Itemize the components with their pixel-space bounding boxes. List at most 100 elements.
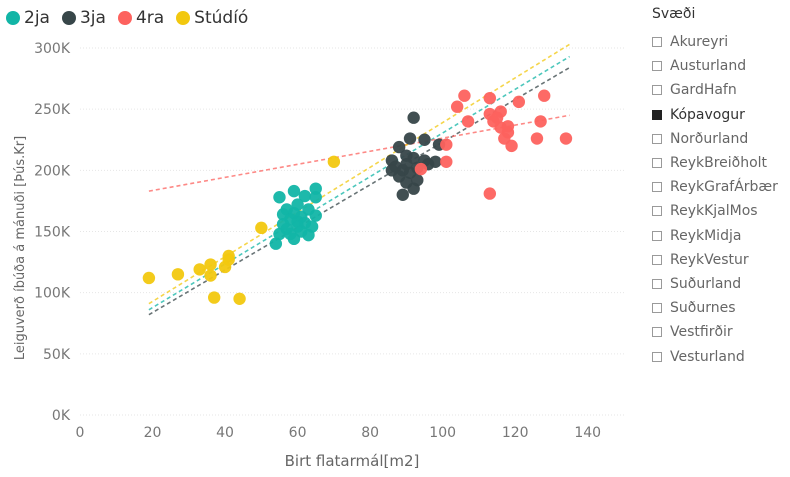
checkbox[interactable] xyxy=(652,352,662,362)
point-studio[interactable] xyxy=(328,156,340,168)
y-tick-label: 150K xyxy=(34,225,71,241)
grid-lines xyxy=(80,48,624,415)
y-axis-ticks: 0K50K100K150K200K250K300K xyxy=(34,41,71,424)
point-4ra[interactable] xyxy=(538,90,550,102)
slicer-list: Akureyri Austurland GardHafn Kópavogur Norðu… xyxy=(652,30,788,369)
point-4ra[interactable] xyxy=(484,187,496,199)
point-studio[interactable] xyxy=(193,263,205,275)
point-2ja[interactable] xyxy=(277,218,289,230)
point-studio[interactable] xyxy=(172,268,184,280)
checkbox[interactable] xyxy=(652,206,662,216)
slicer-item[interactable]: ReykBreiðholt xyxy=(652,151,788,175)
point-3ja[interactable] xyxy=(397,189,409,201)
legend-marker xyxy=(118,11,132,25)
point-4ra[interactable] xyxy=(502,120,514,132)
slicer-item[interactable]: Norðurland xyxy=(652,127,788,151)
x-tick-label: 80 xyxy=(361,425,379,441)
slicer-item[interactable]: Suðurnes xyxy=(652,296,788,320)
y-tick-label: 0K xyxy=(52,408,71,424)
slicer-item[interactable]: ReykVestur xyxy=(652,248,788,272)
point-4ra[interactable] xyxy=(491,112,503,124)
checkbox[interactable] xyxy=(652,327,662,337)
slicer-item-label: Norðurland xyxy=(670,131,748,147)
y-tick-label: 50K xyxy=(43,347,71,363)
checkbox[interactable] xyxy=(652,182,662,192)
chart-legend: 2ja 3ja 4ra Stúdíó xyxy=(6,8,248,28)
point-studio[interactable] xyxy=(255,222,267,234)
checkbox[interactable] xyxy=(652,255,662,265)
slicer-item[interactable]: Austurland xyxy=(652,54,788,78)
slicer-item[interactable]: Vesturland xyxy=(652,344,788,368)
slicer-item[interactable]: Akureyri xyxy=(652,30,788,54)
x-tick-label: 0 xyxy=(76,425,85,441)
slicer-item[interactable]: Suðurland xyxy=(652,272,788,296)
slicer-title: Svæði xyxy=(652,6,788,22)
x-axis-ticks: 0 20 40 60 80 100 120 140 xyxy=(76,425,602,441)
point-studio[interactable] xyxy=(204,269,216,281)
point-4ra[interactable] xyxy=(440,156,452,168)
point-4ra[interactable] xyxy=(462,115,474,127)
checkbox[interactable] xyxy=(652,279,662,289)
point-4ra[interactable] xyxy=(484,92,496,104)
legend-item-4ra[interactable]: 4ra xyxy=(118,8,164,28)
checkbox[interactable] xyxy=(652,85,662,95)
x-tick-label: 60 xyxy=(289,425,307,441)
checkbox[interactable] xyxy=(652,37,662,47)
legend-label: Stúdíó xyxy=(194,8,248,28)
point-3ja[interactable] xyxy=(407,182,419,194)
point-4ra[interactable] xyxy=(531,132,543,144)
point-3ja[interactable] xyxy=(407,112,419,124)
checkbox[interactable] xyxy=(652,231,662,241)
point-studio[interactable] xyxy=(204,258,216,270)
slicer-item[interactable]: Vestfirðir xyxy=(652,320,788,344)
point-studio[interactable] xyxy=(208,291,220,303)
point-studio[interactable] xyxy=(143,272,155,284)
point-studio[interactable] xyxy=(222,253,234,265)
slicer-item-label: Suðurnes xyxy=(670,300,736,316)
slicer-item-label: ReykGrafÁrbær xyxy=(670,179,778,195)
point-4ra[interactable] xyxy=(415,163,427,175)
scatter-chart: 0K50K100K150K200K250K300K 0 20 40 60 80 100 12… xyxy=(0,0,630,477)
legend-marker xyxy=(62,11,76,25)
legend-item-3ja[interactable]: 3ja xyxy=(62,8,106,28)
point-4ra[interactable] xyxy=(560,132,572,144)
legend-label: 4ra xyxy=(136,8,164,28)
legend-item-2ja[interactable]: 2ja xyxy=(6,8,50,28)
point-4ra[interactable] xyxy=(440,138,452,150)
checkbox[interactable] xyxy=(652,61,662,71)
point-2ja[interactable] xyxy=(310,191,322,203)
point-4ra[interactable] xyxy=(451,101,463,113)
point-2ja[interactable] xyxy=(310,209,322,221)
slicer-item-label: Suðurland xyxy=(670,276,741,292)
slicer-item[interactable]: ReykKjalMos xyxy=(652,199,788,223)
x-tick-label: 120 xyxy=(502,425,529,441)
point-3ja[interactable] xyxy=(386,164,398,176)
checkbox[interactable] xyxy=(652,158,662,168)
checkbox[interactable] xyxy=(652,134,662,144)
x-tick-label: 140 xyxy=(574,425,601,441)
point-2ja[interactable] xyxy=(273,191,285,203)
point-2ja[interactable] xyxy=(288,185,300,197)
point-studio[interactable] xyxy=(233,293,245,305)
y-axis-label: Leiguverð íbúða á mánuði [Þús.Kr] xyxy=(13,136,28,360)
point-2ja[interactable] xyxy=(270,238,282,250)
data-points[interactable] xyxy=(143,90,572,305)
point-4ra[interactable] xyxy=(513,96,525,108)
slicer-item[interactable]: ReykMidja xyxy=(652,224,788,248)
point-3ja[interactable] xyxy=(404,132,416,144)
point-3ja[interactable] xyxy=(418,134,430,146)
slicer-item[interactable]: Kópavogur xyxy=(652,103,788,127)
checkbox[interactable] xyxy=(652,110,662,120)
slicer-item-label: Akureyri xyxy=(670,34,728,50)
legend-marker xyxy=(176,11,190,25)
checkbox[interactable] xyxy=(652,303,662,313)
slicer-item[interactable]: GardHafn xyxy=(652,78,788,102)
point-4ra[interactable] xyxy=(534,115,546,127)
point-4ra[interactable] xyxy=(458,90,470,102)
slicer-item-label: Austurland xyxy=(670,58,746,74)
legend-item-studio[interactable]: Stúdíó xyxy=(176,8,248,28)
point-4ra[interactable] xyxy=(498,132,510,144)
y-tick-label: 200K xyxy=(34,163,71,179)
slicer-item[interactable]: ReykGrafÁrbær xyxy=(652,175,788,199)
point-2ja[interactable] xyxy=(295,225,307,237)
